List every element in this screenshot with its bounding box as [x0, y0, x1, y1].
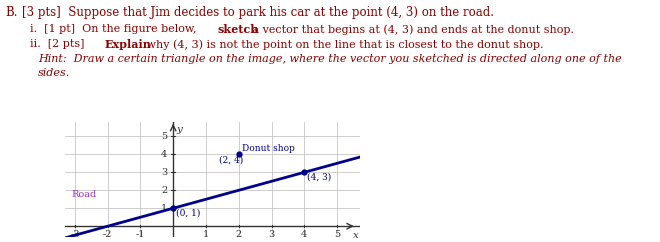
Text: 1: 1	[161, 204, 167, 213]
Text: 4: 4	[161, 150, 167, 159]
Text: Explain: Explain	[105, 39, 152, 50]
Text: ii.  [2 pts]: ii. [2 pts]	[30, 39, 92, 49]
Text: sketch: sketch	[218, 24, 259, 35]
Text: x: x	[354, 231, 359, 240]
Text: (4, 3): (4, 3)	[307, 173, 331, 182]
Text: -3: -3	[70, 230, 80, 239]
Text: [3 pts]  Suppose that Jim decides to park his car at the point (4, 3) on the roa: [3 pts] Suppose that Jim decides to park…	[22, 6, 494, 19]
Text: y: y	[176, 125, 182, 134]
Text: 2: 2	[161, 186, 167, 195]
Text: 5: 5	[161, 132, 167, 141]
Text: B.: B.	[5, 6, 18, 19]
Text: (0, 1): (0, 1)	[176, 209, 200, 218]
Text: (2, 4): (2, 4)	[219, 155, 244, 164]
Text: Hint:  Draw a certain triangle on the image, where the vector you sketched is di: Hint: Draw a certain triangle on the ima…	[38, 54, 622, 64]
Text: 2: 2	[236, 230, 242, 239]
Text: a vector that begins at (4, 3) and ends at the donut shop.: a vector that begins at (4, 3) and ends …	[249, 24, 574, 35]
Text: Donut shop: Donut shop	[242, 144, 295, 153]
Text: 5: 5	[334, 230, 340, 239]
Text: i.  [1 pt]  On the figure below,: i. [1 pt] On the figure below,	[30, 24, 200, 34]
Text: why (4, 3) is not the point on the line that is closest to the donut shop.: why (4, 3) is not the point on the line …	[143, 39, 543, 50]
Text: sides.: sides.	[38, 68, 70, 78]
Text: Road: Road	[71, 190, 97, 199]
Text: 3: 3	[269, 230, 275, 239]
Text: 3: 3	[161, 168, 167, 177]
Text: 4: 4	[301, 230, 308, 239]
Text: 1: 1	[203, 230, 209, 239]
Text: -1: -1	[136, 230, 145, 239]
Text: -2: -2	[103, 230, 112, 239]
